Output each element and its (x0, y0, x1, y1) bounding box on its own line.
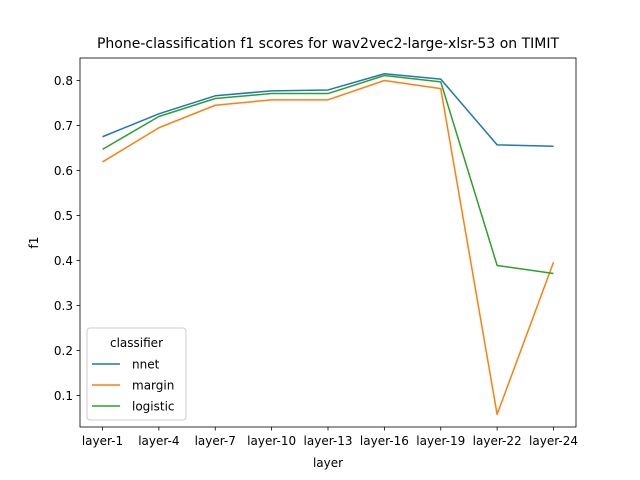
x-axis-label: layer (313, 456, 343, 470)
x-tick-label: layer-4 (138, 434, 179, 448)
series-line-margin (102, 79, 555, 416)
x-tick-label: layer-7 (195, 434, 236, 448)
y-tick-label: 0.5 (54, 209, 73, 223)
legend-label-logistic: logistic (132, 400, 175, 414)
x-tick-label: layer-13 (304, 434, 353, 448)
y-tick-label: 0.7 (54, 119, 73, 133)
legend: classifier nnet margin logistic (86, 327, 187, 421)
series-line-logistic (102, 74, 554, 275)
y-tick-label: 0.6 (54, 164, 73, 178)
x-tick-label: layer-1 (82, 434, 123, 448)
legend-title: classifier (110, 336, 163, 350)
x-tick-label: layer-16 (360, 434, 409, 448)
y-tick-label: 0.2 (54, 344, 73, 358)
y-tick-label: 0.3 (54, 299, 73, 313)
series-line-nnet (102, 73, 554, 147)
y-axis-label: f1 (27, 237, 41, 249)
legend-label-nnet: nnet (132, 358, 160, 372)
x-tick-label: layer-19 (416, 434, 465, 448)
x-tick-label: layer-10 (247, 434, 296, 448)
x-tick-label: layer-24 (529, 434, 578, 448)
y-tick-label: 0.8 (54, 74, 73, 88)
y-tick-label: 0.4 (54, 254, 73, 268)
legend-label-margin: margin (132, 379, 174, 393)
y-tick-label: 0.1 (54, 389, 73, 403)
legend-box (86, 327, 187, 421)
chart-title: Phone-classification f1 scores for wav2v… (97, 36, 560, 52)
x-tick-label: layer-22 (473, 434, 522, 448)
